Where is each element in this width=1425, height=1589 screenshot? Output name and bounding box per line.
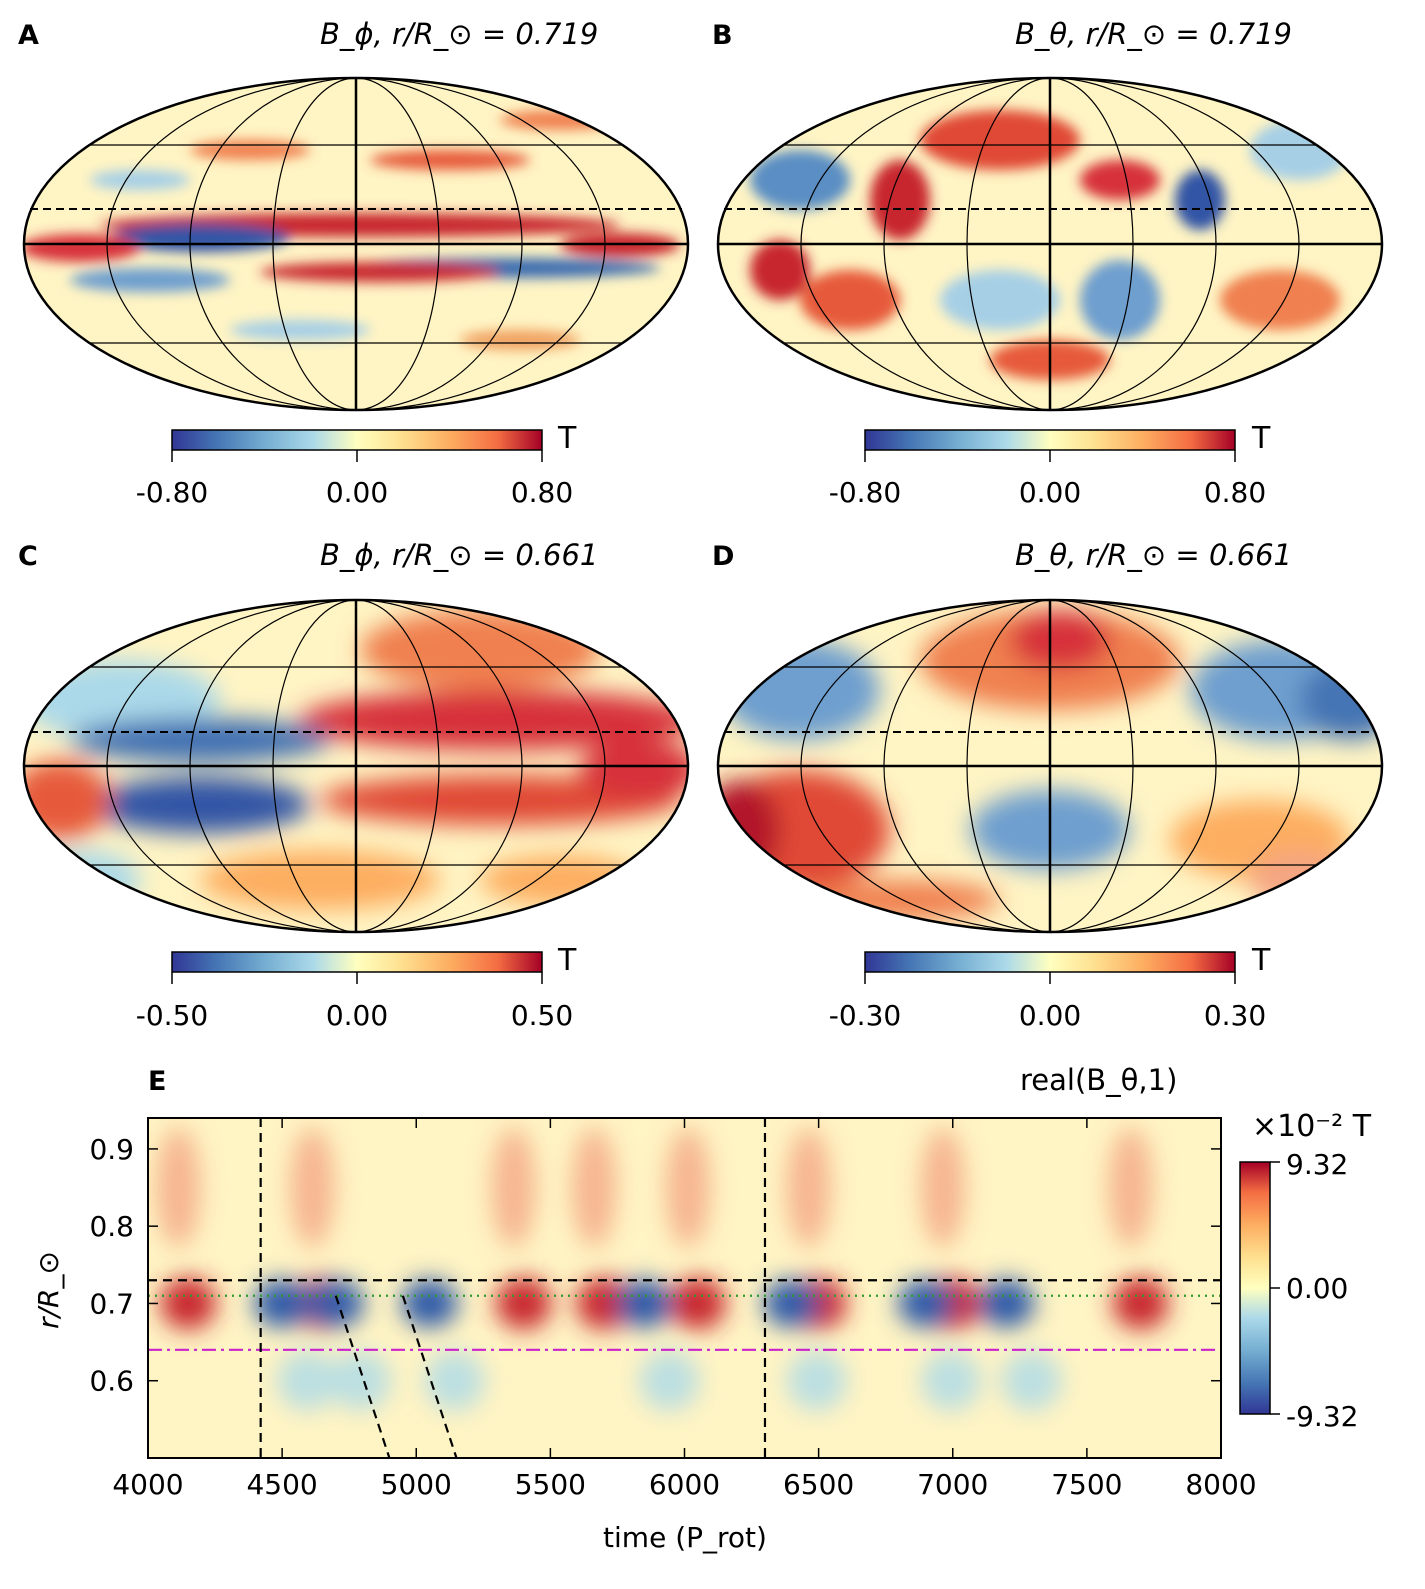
red-blob-2	[495, 1277, 552, 1330]
blue-blob-2	[401, 1279, 458, 1328]
colorbar-c: -0.50 0.00 0.50 T	[136, 943, 577, 1032]
overlay-lines-e	[148, 1118, 1221, 1459]
upper-red-3	[572, 1127, 617, 1248]
colorbar-b-tick-max: 0.80	[1204, 476, 1266, 509]
colorbar-c-tick-mid: 0.00	[326, 999, 388, 1032]
x-tick-label-5: 6500	[783, 1468, 854, 1501]
panel-d: D B_θ, r/R_⊙ = 0.661	[712, 538, 1384, 1032]
colorbar-d-tick-min: -0.30	[829, 999, 901, 1032]
blue-blob-1	[307, 1279, 364, 1328]
colorbar-d: -0.30 0.00 0.30 T	[829, 943, 1271, 1032]
upper-red-1	[290, 1127, 335, 1248]
y-axis-label: r/R_⊙	[32, 1251, 65, 1329]
x-tick-label-8: 8000	[1185, 1468, 1256, 1501]
lower-blue-5	[920, 1350, 981, 1411]
colorbar-e-unit: ×10⁻² T	[1252, 1109, 1372, 1144]
colorbar-c-tick-min: -0.50	[136, 999, 208, 1032]
panel-label-c: C	[18, 541, 38, 572]
lower-blue-4	[786, 1350, 847, 1411]
lower-blue-6	[1001, 1350, 1062, 1411]
colorbar-e-tick-mid: 0.00	[1286, 1272, 1348, 1305]
lower-blue-3	[639, 1350, 700, 1411]
panel-label-d: D	[712, 541, 734, 572]
colorbar-d-tick-max: 0.30	[1204, 999, 1266, 1032]
panel-label-b: B	[712, 20, 733, 51]
x-tick-label-6: 7000	[917, 1468, 988, 1501]
colorbar-b-tick-min: -0.80	[829, 476, 901, 509]
blue-blob-5	[897, 1279, 954, 1328]
blue-blob-6	[978, 1279, 1035, 1328]
colorbar-c-tick-max: 0.50	[511, 999, 573, 1032]
panel-label-e: E	[148, 1066, 166, 1097]
red-blob-4	[669, 1277, 726, 1330]
x-tick-label-0: 4000	[112, 1468, 183, 1501]
colorbar-a: -0.80 0.00 0.80 T	[136, 421, 577, 509]
slope-line-0	[334, 1295, 391, 1459]
upper-red-5	[786, 1127, 831, 1248]
colorbar-a-tick-min: -0.80	[136, 476, 208, 509]
slope-line-1	[401, 1295, 458, 1459]
panel-title-b: B_θ, r/R_⊙ = 0.719	[1015, 17, 1292, 51]
panel-title-c: B_ϕ, r/R_⊙ = 0.661	[320, 538, 598, 572]
red-blob-0	[160, 1277, 217, 1330]
colorbar-d-tick-mid: 0.00	[1019, 999, 1081, 1032]
upper-red-4	[665, 1127, 710, 1248]
x-axis-label: time (P_rot)	[603, 1521, 767, 1554]
colorbar-a-tick-max: 0.80	[511, 476, 573, 509]
panel-label-a: A	[18, 20, 39, 51]
colorbar-d-unit: T	[1251, 943, 1271, 978]
x-tick-label-1: 4500	[246, 1468, 317, 1501]
panel-a: A B_ϕ, r/R_⊙ = 0.719	[18, 17, 690, 509]
lower-blue-0	[277, 1350, 338, 1411]
colorbar-e-tick-min: -9.32	[1286, 1400, 1358, 1433]
lower-blue-2	[424, 1350, 485, 1411]
red-blob-3	[576, 1277, 633, 1330]
panel-b: B B_θ, r/R_⊙ = 0.719	[712, 17, 1384, 509]
upper-red-6	[920, 1127, 965, 1248]
x-tick-label-2: 5000	[381, 1468, 452, 1501]
heatmap-e	[148, 1118, 1221, 1458]
y-tick-label-1: 0.7	[89, 1287, 134, 1320]
colorbar-c-unit: T	[557, 943, 577, 978]
colorbar-a-tick-mid: 0.00	[326, 476, 388, 509]
y-tick-label-3: 0.9	[89, 1133, 134, 1166]
colorbar-b-tick-mid: 0.00	[1019, 476, 1081, 509]
y-tick-label-0: 0.6	[89, 1365, 134, 1398]
blue-blob-0	[254, 1279, 311, 1328]
grid-b	[716, 76, 1384, 412]
upper-red-7	[1108, 1127, 1153, 1248]
grid-d	[716, 598, 1384, 934]
panel-e: E real(B_θ,1) 4000 4500 5000 5500 6000 6500 70…	[32, 1063, 1372, 1554]
blue-blob-4	[763, 1279, 820, 1328]
x-tick-label-4: 6000	[649, 1468, 720, 1501]
blue-blob-3	[616, 1279, 673, 1328]
panel-c: C B_ϕ, r/R_⊙ = 0.661	[18, 538, 690, 1032]
y-tick-label-2: 0.8	[89, 1210, 134, 1243]
panel-title-e: real(B_θ,1)	[1020, 1063, 1177, 1097]
colorbar-a-unit: T	[557, 421, 577, 456]
upper-red-2	[491, 1127, 536, 1248]
colorbar-b-unit: T	[1251, 421, 1271, 456]
colorbar-e: 9.32 0.00 -9.32 ×10⁻² T	[1239, 1109, 1372, 1433]
colorbar-b: -0.80 0.00 0.80 T	[829, 421, 1271, 509]
grid-a	[22, 76, 690, 412]
upper-red-0	[156, 1127, 201, 1248]
x-tick-label-7: 7500	[1051, 1468, 1122, 1501]
red-blob-7	[1112, 1277, 1169, 1330]
colorbar-e-tick-max: 9.32	[1286, 1148, 1348, 1181]
x-tick-label-3: 5500	[515, 1468, 586, 1501]
grid-c	[22, 598, 690, 934]
panel-title-a: B_ϕ, r/R_⊙ = 0.719	[320, 17, 598, 51]
lower-blue-1	[330, 1350, 391, 1411]
panel-title-d: B_θ, r/R_⊙ = 0.661	[1015, 538, 1292, 572]
axes-ticks-e: 4000 4500 5000 5500 6000 6500 7000 7500 8000 0.6 0…	[89, 1118, 1257, 1501]
